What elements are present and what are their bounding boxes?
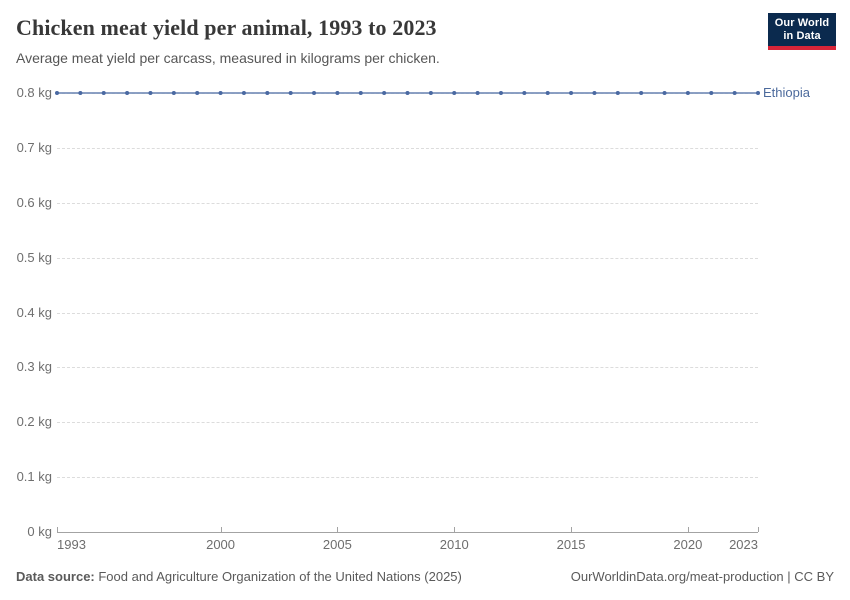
y-axis-tick-label: 0.1 kg [16, 469, 52, 485]
y-axis-tick-label: 0.6 kg [16, 194, 52, 210]
x-axis-tick-mark [57, 527, 58, 532]
data-source-note: Data source: Food and Agriculture Organi… [16, 569, 462, 584]
data-point-marker[interactable] [125, 91, 130, 95]
x-axis-tick-mark [337, 527, 339, 532]
x-axis-tick-mark [687, 527, 689, 532]
data-point-marker[interactable] [195, 91, 200, 95]
x-axis-tick-mark [454, 527, 456, 532]
gridline [57, 477, 758, 479]
y-axis-tick-label: 0.8 kg [16, 85, 52, 100]
x-axis-tick-label: 1993 [57, 537, 86, 552]
gridline [57, 257, 758, 259]
data-point-marker[interactable] [569, 91, 574, 95]
data-point-marker[interactable] [382, 91, 387, 95]
data-point-marker[interactable] [218, 91, 223, 95]
data-point-marker[interactable] [498, 91, 503, 95]
y-axis-tick-label: 0.3 kg [16, 359, 52, 375]
x-axis-line [57, 532, 758, 533]
gridline [57, 312, 758, 314]
data-point-marker[interactable] [78, 91, 83, 95]
data-point-marker[interactable] [475, 91, 480, 95]
data-point-marker[interactable] [335, 91, 340, 95]
x-axis-tick-label: 2000 [206, 537, 236, 552]
data-point-marker[interactable] [592, 91, 597, 95]
x-axis-tick-label: 2023 [729, 537, 758, 552]
data-point-marker[interactable] [358, 91, 363, 95]
owid-logo-line1: Our World [774, 16, 830, 29]
y-axis-tick-label: 0.4 kg [16, 304, 52, 320]
data-point-marker[interactable] [615, 91, 620, 95]
entity-label-ethiopia[interactable]: Ethiopia [763, 85, 810, 100]
data-point-marker[interactable] [639, 91, 644, 95]
data-point-marker[interactable] [148, 91, 153, 95]
chart-subtitle: Average meat yield per carcass, measured… [16, 50, 440, 66]
x-axis-tick-label: 2010 [439, 537, 469, 552]
y-axis-tick-label: 0.5 kg [16, 249, 52, 265]
gridline [57, 367, 758, 369]
gridline [57, 147, 758, 149]
gridline [57, 422, 758, 424]
y-axis-tick-label: 0.7 kg [16, 139, 52, 155]
x-axis-tick-label: 2005 [322, 537, 352, 552]
data-point-marker[interactable] [288, 91, 293, 95]
page-title: Chicken meat yield per animal, 1993 to 2… [16, 15, 437, 40]
gridline [57, 202, 758, 204]
y-axis-tick-label: 0 kg [27, 524, 52, 539]
ethiopia-line-series[interactable] [55, 91, 760, 95]
data-source-label: Data source: [16, 569, 95, 584]
data-source-text: Food and Agriculture Organization of the… [94, 569, 462, 584]
data-point-marker[interactable] [428, 91, 433, 95]
data-point-marker[interactable] [312, 91, 317, 95]
owid-logo[interactable]: Our World in Data [768, 13, 836, 50]
data-point-marker[interactable] [101, 91, 106, 95]
data-point-marker[interactable] [405, 91, 410, 95]
y-axis-tick-label: 0.2 kg [16, 414, 52, 430]
data-point-marker[interactable] [709, 91, 714, 95]
data-point-marker[interactable] [171, 91, 176, 95]
data-point-marker[interactable] [452, 91, 457, 95]
data-point-marker[interactable] [522, 91, 527, 95]
data-point-marker[interactable] [662, 91, 667, 95]
data-point-marker[interactable] [265, 91, 270, 95]
owid-logo-line2: in Data [783, 29, 821, 42]
data-point-marker[interactable] [241, 91, 246, 95]
data-point-marker[interactable] [55, 91, 59, 95]
data-point-marker[interactable] [685, 91, 690, 95]
data-point-marker[interactable] [545, 91, 550, 95]
owid-credit-link[interactable]: OurWorldinData.org/meat-production | CC … [570, 569, 834, 584]
data-point-marker[interactable] [732, 91, 737, 95]
x-axis-tick-label: 2015 [556, 537, 586, 552]
x-axis-tick-mark [220, 527, 222, 532]
data-point-marker[interactable] [756, 91, 760, 95]
x-axis-tick-label: 2020 [673, 537, 703, 552]
x-axis-tick-mark [571, 527, 573, 532]
x-axis-tick-mark [758, 527, 759, 532]
